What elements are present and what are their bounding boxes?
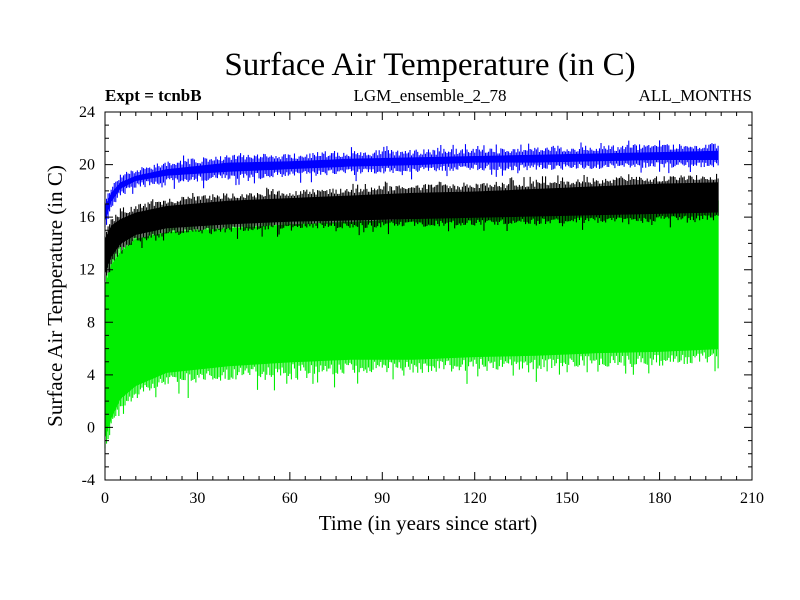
x-tick-label: 180 [648,490,672,507]
y-tick-label: 8 [87,314,95,331]
series-blue-envelope [105,150,719,222]
series-black-envelope [105,182,719,275]
x-tick-label: 30 [189,490,205,507]
y-tick-label: -4 [82,472,95,489]
subtitle-center: LGM_ensemble_2_78 [354,86,507,105]
y-tick-label: 12 [79,262,95,279]
x-tick-label: 90 [374,490,390,507]
y-tick-label: 16 [79,209,95,226]
x-tick-label: 120 [463,490,487,507]
y-tick-label: 24 [79,104,95,121]
y-tick-label: 20 [79,157,95,174]
x-tick-label: 210 [740,490,764,507]
y-tick-label: 4 [87,367,95,384]
axis-ticks [104,111,753,481]
x-tick-label: 150 [555,490,579,507]
ticks-layer [104,111,753,481]
series-layer [104,140,719,449]
y-axis-label: Surface Air Temperature (in C) [43,165,67,427]
y-tick-label: 0 [87,419,95,436]
series-blue [104,140,719,228]
subtitle-right: ALL_MONTHS [639,86,752,105]
x-tick-label: 0 [101,490,109,507]
chart-title: Surface Air Temperature (in C) [224,47,635,83]
y-tick-labels: -4 0 4 8 12 16 20 24 [79,104,95,489]
x-tick-label: 60 [282,490,298,507]
x-tick-labels: 0 30 60 90 120 150 180 210 [101,490,764,507]
x-axis-label: Time (in years since start) [319,511,538,535]
subtitle-left: Expt = tcnbB [105,86,202,105]
